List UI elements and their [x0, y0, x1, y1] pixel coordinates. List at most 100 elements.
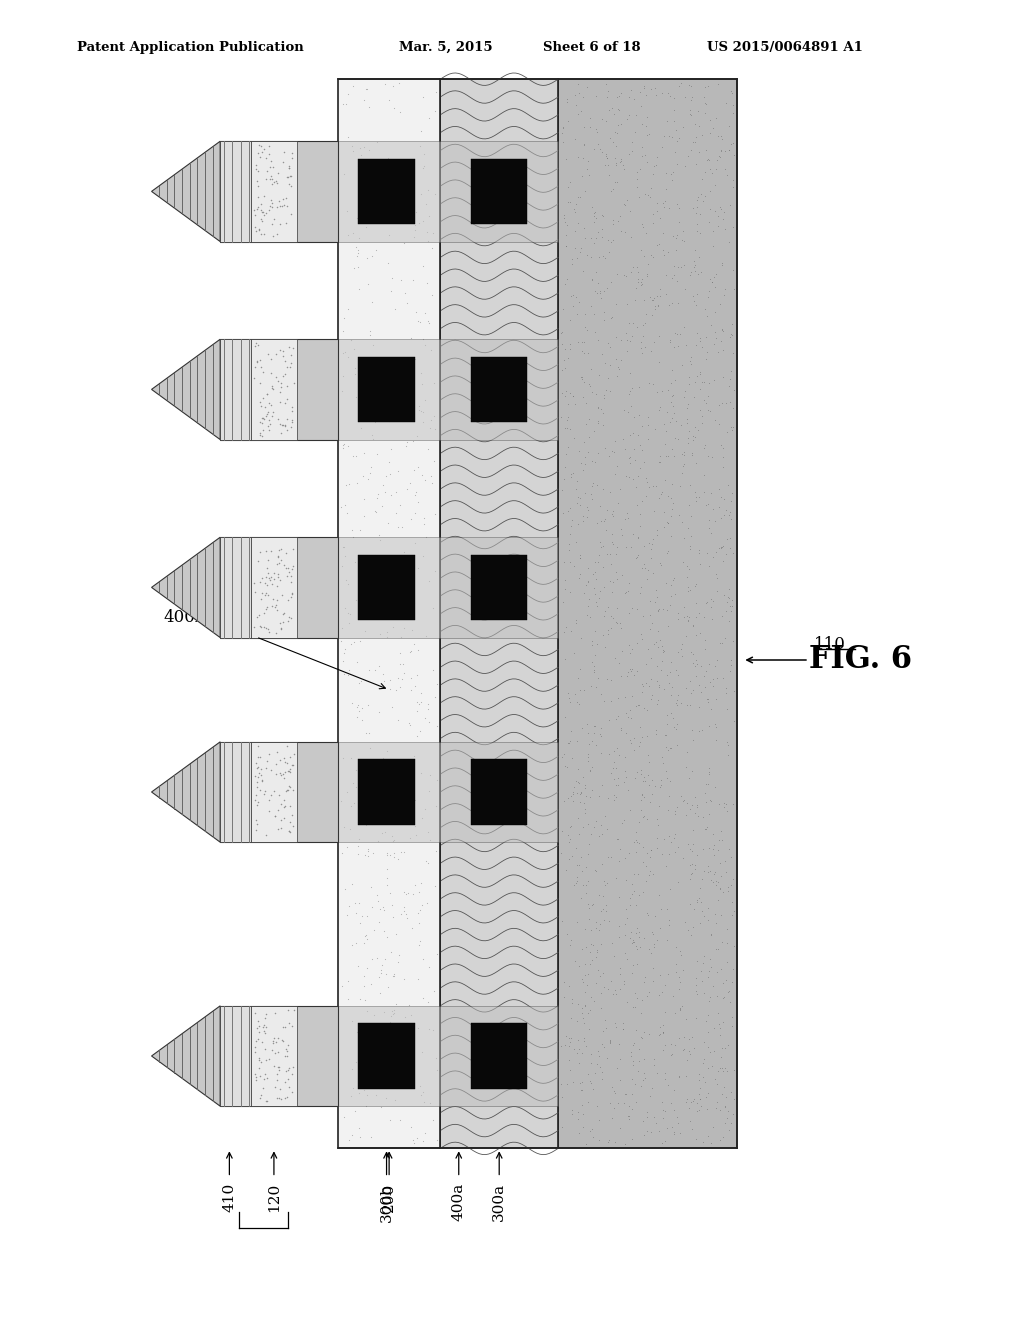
- Point: [654, 1022, 671, 1043]
- Point: [575, 1031, 592, 1052]
- Point: [594, 141, 610, 162]
- Point: [250, 160, 266, 181]
- Point: [250, 747, 266, 768]
- Point: [428, 1047, 444, 1068]
- Point: [719, 528, 735, 549]
- Point: [609, 86, 626, 107]
- Point: [276, 141, 293, 162]
- Point: [682, 869, 698, 890]
- Point: [265, 226, 282, 247]
- Point: [345, 527, 361, 548]
- Point: [610, 744, 627, 766]
- Point: [251, 219, 267, 240]
- Point: [569, 331, 586, 352]
- Point: [586, 211, 602, 232]
- Point: [578, 883, 594, 904]
- Point: [591, 785, 607, 807]
- Point: [600, 620, 616, 642]
- Point: [610, 686, 627, 708]
- Point: [575, 87, 592, 108]
- Point: [560, 177, 577, 198]
- Point: [257, 203, 273, 224]
- Point: [587, 583, 603, 605]
- Point: [640, 639, 656, 660]
- Point: [612, 478, 629, 499]
- Point: [685, 643, 701, 664]
- Point: [425, 450, 441, 471]
- Point: [653, 480, 670, 502]
- Point: [711, 537, 727, 558]
- Point: [650, 676, 667, 697]
- Point: [555, 117, 571, 139]
- Point: [655, 1040, 672, 1061]
- Point: [710, 649, 726, 671]
- Point: [681, 264, 697, 285]
- Point: [592, 495, 608, 516]
- Point: [341, 473, 357, 494]
- Point: [382, 845, 398, 866]
- Point: [641, 982, 657, 1003]
- Point: [415, 949, 431, 970]
- Point: [630, 694, 646, 715]
- Point: [648, 579, 665, 601]
- Point: [249, 777, 265, 799]
- Point: [339, 836, 355, 857]
- Point: [285, 556, 301, 577]
- Point: [725, 343, 741, 364]
- Point: [558, 444, 574, 465]
- Point: [260, 568, 276, 589]
- Point: [650, 636, 667, 657]
- Point: [573, 166, 590, 187]
- Point: [621, 1105, 637, 1126]
- Point: [421, 570, 437, 591]
- Point: [337, 494, 353, 515]
- Point: [691, 379, 708, 400]
- Point: [681, 1098, 697, 1119]
- Point: [561, 975, 578, 997]
- Point: [347, 776, 364, 797]
- Point: [650, 294, 667, 315]
- Point: [691, 1077, 708, 1098]
- Point: [373, 1016, 389, 1038]
- Point: [670, 609, 686, 630]
- Point: [565, 198, 582, 219]
- Point: [264, 1030, 281, 1051]
- Point: [718, 677, 734, 698]
- Point: [658, 929, 675, 950]
- Point: [685, 387, 701, 408]
- Point: [271, 1060, 288, 1081]
- Point: [348, 1020, 365, 1041]
- Bar: [440, 79, 558, 1148]
- Point: [676, 453, 692, 474]
- Point: [394, 669, 411, 690]
- Point: [575, 1117, 592, 1138]
- Point: [654, 752, 671, 774]
- Point: [718, 544, 734, 565]
- Point: [375, 495, 391, 516]
- Point: [655, 240, 672, 261]
- Point: [274, 1030, 291, 1051]
- Point: [629, 696, 645, 717]
- Point: [420, 310, 436, 331]
- Point: [249, 606, 265, 627]
- Point: [333, 631, 349, 652]
- Point: [715, 1060, 731, 1081]
- Point: [406, 593, 422, 614]
- Point: [664, 127, 680, 148]
- Point: [641, 1023, 657, 1044]
- Point: [265, 1027, 282, 1048]
- Point: [275, 807, 292, 828]
- Point: [654, 640, 671, 661]
- Point: [376, 1002, 392, 1023]
- Point: [680, 607, 696, 628]
- Point: [411, 912, 427, 933]
- Point: [708, 107, 724, 128]
- Point: [615, 400, 632, 421]
- Point: [713, 865, 729, 886]
- Bar: [220, 141, 251, 242]
- Point: [606, 789, 623, 810]
- Point: [713, 331, 729, 352]
- Bar: [220, 339, 338, 440]
- Point: [588, 917, 604, 939]
- Point: [283, 165, 299, 186]
